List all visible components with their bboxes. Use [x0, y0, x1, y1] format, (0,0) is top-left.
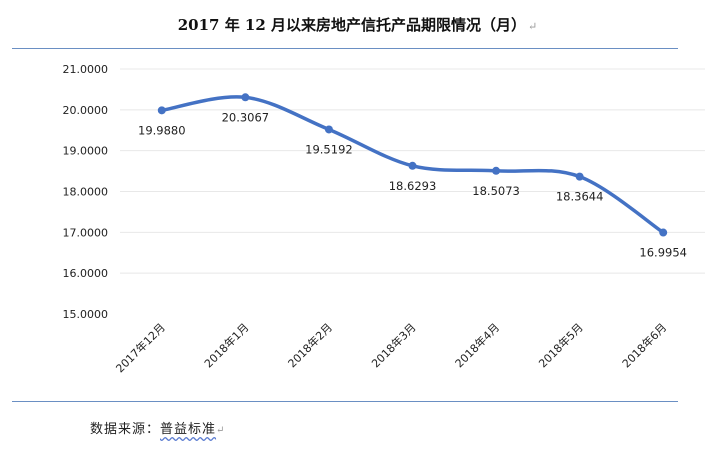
source-name: 普益标准: [160, 422, 217, 437]
x-tick-label: 2018年3月: [368, 320, 418, 370]
y-tick-label: 20.0000: [63, 104, 109, 117]
data-label: 18.6293: [389, 179, 437, 193]
data-point: [408, 161, 417, 170]
y-tick-label: 17.0000: [63, 226, 109, 239]
data-points: [157, 93, 668, 237]
x-tick-label: 2017年12月: [113, 320, 168, 375]
data-labels: 19.9880 20.3067 19.5192 18.6293 18.5073 18.36…: [138, 110, 687, 259]
x-tick-label: 2018年6月: [619, 320, 669, 370]
y-axis-ticks: 15.0000 16.0000 17.0000 18.0000 19.0000 20.00…: [63, 63, 109, 321]
data-label: 18.3644: [556, 190, 604, 204]
data-label: 19.5192: [305, 142, 353, 156]
source-note: 数据来源：普益标准↵: [90, 418, 224, 437]
data-label: 18.5073: [472, 184, 520, 198]
data-label: 16.9954: [639, 246, 687, 260]
x-tick-label: 2018年1月: [201, 320, 251, 370]
top-rule: [12, 48, 678, 49]
data-point: [659, 228, 668, 237]
paragraph-mark-icon: ↵: [216, 425, 225, 436]
data-label: 19.9880: [138, 123, 186, 137]
data-point: [492, 166, 501, 175]
data-point: [241, 93, 250, 102]
y-tick-label: 18.0000: [63, 186, 109, 199]
y-tick-label: 19.0000: [63, 145, 109, 158]
y-tick-label: 21.0000: [63, 63, 109, 76]
data-point: [157, 106, 166, 115]
bottom-rule: [12, 401, 678, 402]
x-tick-label: 2018年2月: [285, 320, 335, 370]
line-chart: 15.0000 16.0000 17.0000 18.0000 19.0000 20.00…: [63, 63, 705, 375]
paragraph-mark-icon: ↵: [528, 20, 538, 33]
x-tick-label: 2018年4月: [452, 320, 502, 370]
x-tick-label: 2018年5月: [536, 320, 586, 370]
y-tick-label: 16.0000: [63, 267, 109, 280]
x-axis-ticks: 2017年12月 2018年1月 2018年2月 2018年3月 2018年4月 2018…: [113, 320, 670, 375]
source-label: 数据来源：: [90, 422, 161, 437]
data-point: [575, 172, 584, 181]
data-label: 20.3067: [222, 110, 270, 124]
y-tick-label: 15.0000: [63, 308, 109, 321]
chart-title: 2017 年 12 月以来房地产信托产品期限情况（月） ↵: [177, 16, 538, 34]
data-point: [324, 125, 333, 134]
